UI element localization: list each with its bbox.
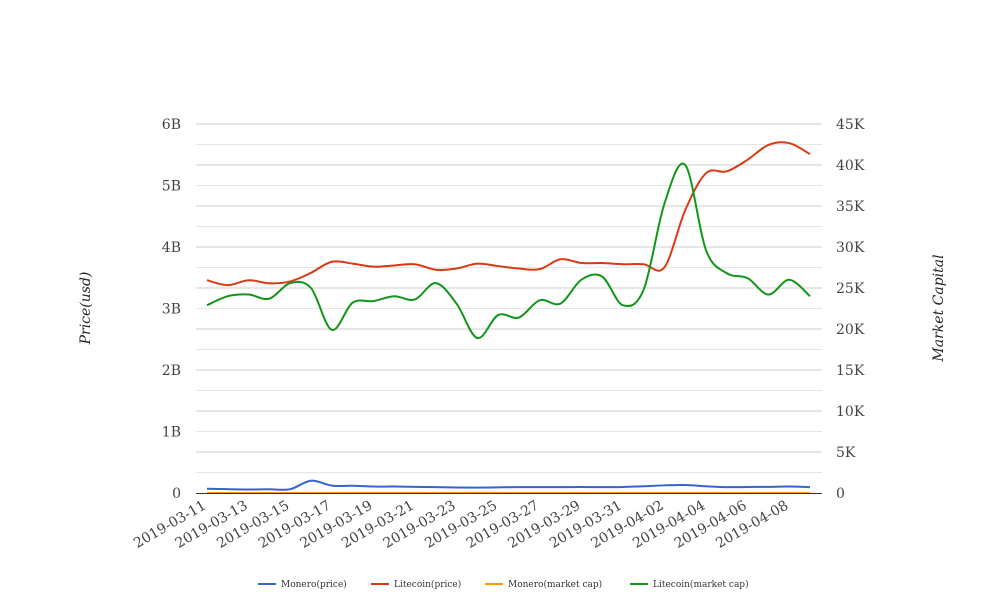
right-tick-label: 10K — [836, 404, 865, 420]
left-tick-label: 3B — [162, 302, 181, 318]
left-tick-label: 2B — [162, 363, 181, 379]
left-tick-label: 6B — [162, 117, 181, 133]
right-axis-ticks: 0 5K 10K 15K 20K 25K 30K 35K 40K 45K — [836, 117, 865, 502]
right-axis-title: Market Capital — [931, 254, 947, 362]
left-tick-label: 4B — [162, 240, 181, 256]
right-tick-label: 5K — [836, 445, 856, 461]
left-axis-title: Price(usd) — [78, 272, 94, 346]
left-tick-label: 5B — [162, 179, 181, 195]
x-axis-ticks: 2019-03-112019-03-132019-03-152019-03-17… — [131, 498, 791, 552]
legend-item[interactable]: Monero(price) — [258, 579, 347, 590]
left-tick-label: 0 — [172, 486, 181, 502]
series-line-monero-price — [206, 479, 811, 491]
series-line-litecoin-market-cap — [206, 162, 811, 340]
legend-label: Monero(price) — [281, 579, 347, 590]
series-line-litecoin-price — [206, 141, 811, 287]
legend-item[interactable]: Litecoin(price) — [371, 579, 461, 590]
gridlines — [196, 123, 822, 473]
right-tick-label: 45K — [836, 117, 865, 133]
right-tick-label: 25K — [836, 281, 865, 297]
right-tick-label: 0 — [836, 486, 845, 502]
right-tick-label: 30K — [836, 240, 865, 256]
right-tick-label: 35K — [836, 199, 865, 215]
legend-label: Litecoin(market cap) — [653, 579, 749, 590]
series-lines — [206, 141, 811, 495]
legend-label: Monero(market cap) — [508, 579, 602, 590]
right-tick-label: 40K — [836, 158, 865, 174]
legend-item[interactable]: Monero(market cap) — [485, 579, 602, 590]
legend-label: Litecoin(price) — [394, 579, 461, 590]
legend-item[interactable]: Litecoin(market cap) — [630, 579, 749, 590]
legend: Monero(price) Litecoin(price) Monero(marke… — [258, 579, 749, 590]
right-tick-label: 15K — [836, 363, 865, 379]
left-axis-ticks: 0 1B 2B 3B 4B 5B 6B — [162, 117, 181, 502]
right-tick-label: 20K — [836, 322, 865, 338]
left-tick-label: 1B — [162, 425, 181, 441]
